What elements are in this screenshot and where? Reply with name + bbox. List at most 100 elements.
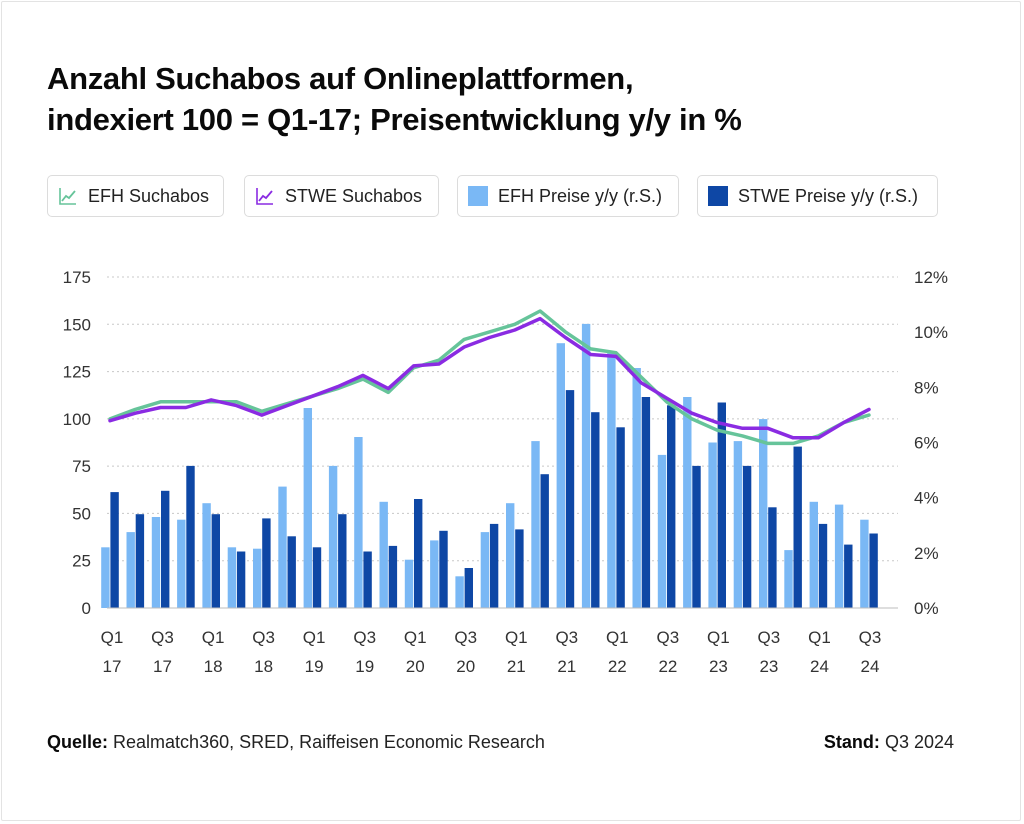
y-right-tick-label: 6% (914, 434, 939, 453)
efh-price-bar (632, 368, 641, 608)
legend-item-efh-suchabos[interactable]: EFH Suchabos (47, 175, 224, 217)
x-tick-label-quarter: Q3 (454, 628, 477, 647)
x-tick-label-year: 20 (406, 657, 425, 676)
stwe-price-bar (388, 545, 398, 608)
x-tick-label-quarter: Q1 (808, 628, 831, 647)
x-tick-label-year: 17 (153, 657, 172, 676)
x-tick-label-quarter: Q3 (859, 628, 882, 647)
efh-suchabos-line (108, 309, 871, 446)
line-chart-icon (255, 186, 275, 206)
x-tick-label-year: 24 (810, 657, 829, 676)
efh-price-bar (733, 441, 743, 608)
x-tick-label-quarter: Q1 (303, 628, 326, 647)
efh-price-bar (202, 503, 211, 608)
y-right-tick-label: 8% (914, 378, 939, 397)
stwe-price-bar (793, 446, 802, 608)
y-right-tick-label: 4% (914, 489, 939, 508)
legend-label: EFH Preise y/y (r.S.) (498, 185, 663, 206)
x-tick-label-quarter: Q1 (505, 628, 528, 647)
x-tick-label-year: 21 (557, 657, 576, 676)
stand-note: Stand: Q3 2024 (824, 732, 954, 753)
efh-price-bar (506, 503, 515, 608)
efh-price-bar (581, 323, 591, 608)
legend-label: STWE Preise y/y (r.S.) (738, 185, 919, 206)
stwe-suchabos-line (108, 316, 871, 440)
legend-label: EFH Suchabos (88, 185, 210, 206)
stwe-price-bar (591, 412, 600, 608)
stand-label: Stand: (823, 732, 880, 752)
stwe-price-bar (439, 530, 448, 608)
efh-price-bar (531, 441, 540, 608)
x-tick-label-quarter: Q1 (202, 628, 225, 647)
efh-price-bar (253, 548, 262, 608)
x-tick-label-quarter: Q1 (606, 628, 629, 647)
stwe-price-bar (540, 474, 549, 608)
chart-title: Anzahl Suchabos auf Onlineplattformen, i… (47, 58, 947, 140)
source-text: Realmatch360, SRED, Raiffeisen Economic … (113, 732, 545, 752)
chart-title-line-2: indexiert 100 = Q1-17; Preisentwicklung … (47, 102, 742, 137)
y-left-tick-label: 150 (63, 315, 91, 334)
efh-price-bar (177, 519, 186, 608)
legend-item-stwe-suchabos[interactable]: STWE Suchabos (244, 175, 439, 217)
legend-item-stwe-preise[interactable]: STWE Preise y/y (r.S.) (697, 175, 938, 217)
stwe-price-bar (489, 523, 499, 608)
stwe-price-bar (135, 514, 145, 608)
stwe-price-bar (641, 397, 651, 608)
stand-text: Q3 2024 (884, 732, 954, 752)
efh-price-bar (657, 454, 667, 608)
efh-price-bar (354, 437, 363, 608)
x-tick-label-quarter: Q3 (758, 628, 781, 647)
efh-price-bar (759, 419, 768, 608)
x-tick-label-quarter: Q1 (404, 628, 427, 647)
legend-label: STWE Suchabos (285, 185, 423, 206)
bar-swatch-icon (708, 186, 728, 206)
stwe-price-bar (236, 551, 246, 608)
x-tick-label-quarter: Q3 (657, 628, 680, 647)
x-tick-label-year: 24 (861, 657, 880, 676)
stwe-price-bar (287, 536, 296, 608)
y-right-tick-label: 2% (914, 544, 939, 563)
y-right-tick-label: 10% (914, 323, 948, 342)
stwe-price-bar (211, 514, 220, 608)
stwe-price-bar (338, 514, 347, 608)
stwe-price-bar (110, 492, 119, 608)
efh-price-bar (303, 408, 312, 608)
efh-price-bar (227, 547, 237, 608)
x-tick-label-year: 23 (759, 657, 778, 676)
x-tick-label-year: 18 (254, 657, 273, 676)
efh-price-bar (404, 559, 414, 608)
y-right-tick-label: 0% (914, 599, 939, 618)
stwe-price-bar (616, 427, 625, 608)
efh-price-bar (809, 501, 818, 608)
stwe-price-bar (262, 518, 271, 608)
x-tick-label-year: 22 (608, 657, 627, 676)
efh-price-bar (430, 540, 439, 608)
stwe-price-bar (414, 499, 423, 608)
y-left-tick-label: 175 (63, 268, 91, 287)
source-label: Quelle: (47, 732, 109, 752)
efh-price-bar (455, 576, 464, 608)
x-tick-label-quarter: Q3 (555, 628, 578, 647)
stwe-price-bar (161, 490, 170, 608)
efh-price-bar (708, 442, 717, 608)
stwe-price-bar (742, 465, 752, 608)
source-note: Quelle: Realmatch360, SRED, Raiffeisen E… (47, 732, 545, 753)
y-right-tick-label: 12% (914, 268, 948, 287)
stwe-price-bar (464, 568, 473, 608)
chart-title-line-1: Anzahl Suchabos auf Onlineplattformen, (47, 61, 634, 96)
stwe-price-bar (717, 402, 726, 608)
stwe-price-bar (869, 533, 878, 608)
stwe-price-bar (667, 405, 676, 608)
stwe-price-bar (363, 551, 372, 608)
x-tick-label-year: 19 (305, 657, 324, 676)
legend-item-efh-preise[interactable]: EFH Preise y/y (r.S.) (457, 175, 679, 217)
efh-price-bar (607, 351, 616, 608)
y-left-tick-label: 25 (72, 552, 91, 571)
stwe-price-bar (565, 390, 575, 608)
y-left-tick-label: 50 (72, 504, 91, 523)
x-tick-label-year: 17 (103, 657, 122, 676)
y-left-tick-label: 100 (63, 410, 91, 429)
efh-price-bar (328, 465, 338, 608)
x-tick-label-year: 19 (355, 657, 374, 676)
